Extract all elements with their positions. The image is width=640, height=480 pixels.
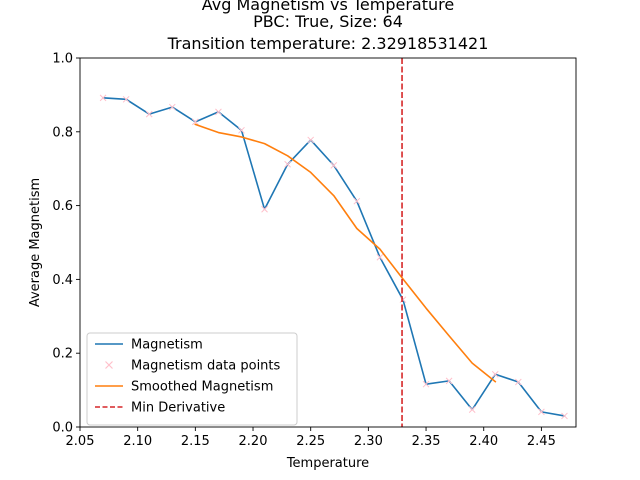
legend-entry-1: Magnetism data points — [105, 359, 281, 374]
legend-swatch-marker — [105, 361, 113, 369]
data-point-marker — [215, 108, 222, 116]
legend: Magnetism Magnetism data points Smoothed M… — [86, 332, 298, 426]
legend-box — [86, 332, 298, 426]
x-axis-label: Temperature — [286, 456, 369, 471]
data-point-marker — [399, 296, 407, 304]
data-point-marker — [468, 406, 476, 414]
y-tick-label: 1.0 — [52, 52, 73, 67]
series-markers-1 — [99, 94, 568, 420]
plot-area — [99, 58, 568, 427]
y-tick-label: 0.4 — [52, 273, 73, 288]
y-tick-label: 0.6 — [52, 199, 73, 214]
x-tick-label: 2.35 — [412, 434, 441, 449]
axes-frame — [79, 57, 577, 428]
series-line-2 — [194, 123, 497, 383]
data-point-marker — [122, 95, 130, 103]
x-tick-label: 2.15 — [181, 434, 210, 449]
y-axis-label: Average Magnetism — [28, 178, 43, 307]
data-point-marker — [422, 380, 430, 388]
data-point-marker — [538, 408, 545, 416]
data-point-marker — [376, 253, 384, 261]
x-tick-label: 2.20 — [239, 434, 268, 449]
legend-entry-0: Magnetism — [95, 338, 203, 353]
legend-label: Magnetism data points — [131, 359, 281, 374]
data-point-marker — [145, 110, 153, 118]
y-tick-label: 0.0 — [52, 421, 73, 436]
x-tick-label: 2.10 — [123, 434, 152, 449]
data-point-marker — [330, 162, 338, 169]
plot-content — [99, 58, 568, 427]
x-tick-label: 2.05 — [66, 434, 95, 449]
title-line-2: Transition temperature: 2.32918531421 — [167, 34, 489, 53]
data-point-marker — [491, 370, 499, 378]
data-point-marker — [445, 377, 453, 385]
x-tick-label: 2.45 — [527, 434, 556, 449]
legend-label: Smoothed Magnetism — [131, 380, 273, 395]
y-tick-label: 0.8 — [52, 125, 73, 140]
data-point-marker — [238, 126, 245, 134]
data-point-marker — [261, 205, 268, 213]
x-tick-label: 2.25 — [296, 434, 325, 449]
data-point-marker — [307, 136, 315, 144]
data-point-marker — [191, 118, 199, 126]
title-line-1: PBC: True, Size: 64 — [253, 12, 403, 31]
data-point-marker — [168, 103, 176, 111]
legend-label: Magnetism — [131, 338, 203, 353]
data-point-marker — [514, 378, 522, 386]
x-tick-label: 2.30 — [354, 434, 383, 449]
legend-label: Min Derivative — [131, 401, 225, 416]
x-tick-label: 2.40 — [469, 434, 498, 449]
data-point-marker — [99, 94, 107, 102]
y-tick-label: 0.2 — [52, 347, 73, 362]
data-point-marker — [284, 160, 291, 168]
legend-entry-3: Min Derivative — [95, 401, 225, 416]
data-point-marker — [561, 412, 568, 420]
axes: 2.05 2.10 2.15 2.20 2.25 2.30 2.35 2.40 2.45 0.0 0… — [28, 52, 577, 471]
data-point-marker — [353, 197, 361, 205]
title-line-0: Avg Magnetism vs Temperature — [202, 0, 454, 14]
legend-entry-2: Smoothed Magnetism — [95, 380, 273, 395]
